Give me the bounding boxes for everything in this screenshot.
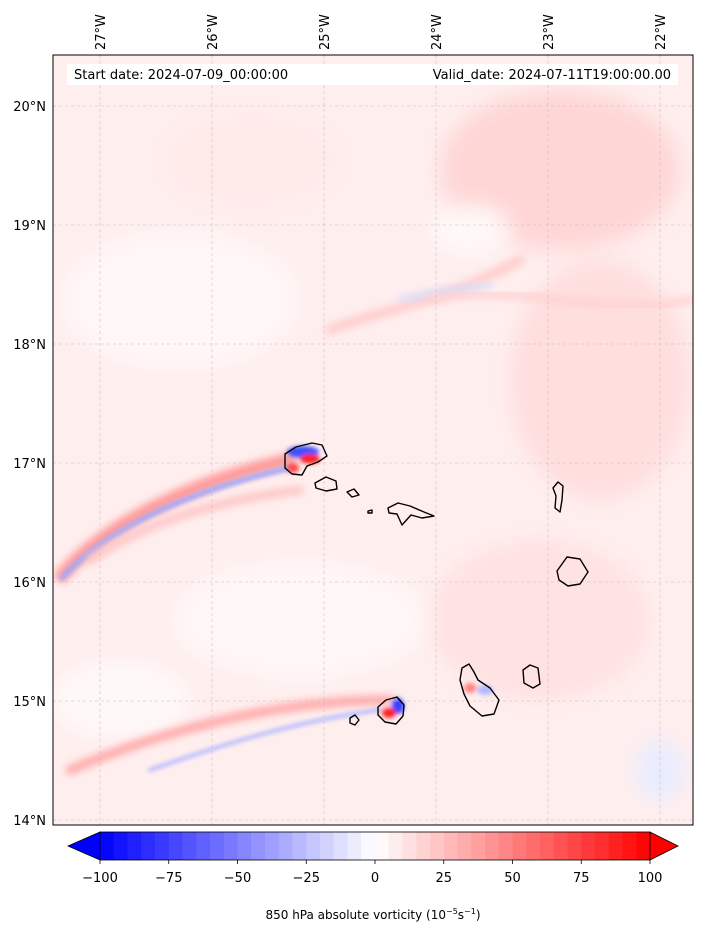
island-santa-luzia bbox=[346, 488, 360, 498]
colorbar-bin bbox=[375, 832, 390, 860]
colorbar-bin bbox=[443, 832, 459, 860]
gridlines bbox=[53, 55, 693, 825]
colorbar-bin bbox=[333, 832, 349, 860]
colorbar-bin bbox=[168, 832, 184, 860]
colorbar-bin bbox=[608, 832, 624, 860]
colorbar-bin bbox=[622, 832, 637, 860]
island-sal bbox=[552, 481, 564, 513]
colorbar-bin bbox=[155, 832, 170, 860]
lat-tick-label: 20°N bbox=[13, 100, 46, 115]
island-boa-vista bbox=[556, 556, 589, 587]
colorbar-bin bbox=[402, 832, 417, 860]
lat-tick-label: 18°N bbox=[13, 338, 46, 353]
island-brava bbox=[349, 714, 360, 726]
latitude-ticks: 20°N 19°N 18°N 17°N 16°N 15°N 14°N bbox=[13, 100, 46, 829]
lon-tick-label: 22°W bbox=[654, 14, 669, 50]
island-dipoles bbox=[287, 446, 493, 718]
colorbar-bin bbox=[416, 832, 431, 860]
colorbar-label: 850 hPa absolute vorticity (10−5s−1) bbox=[265, 907, 480, 922]
colorbar-bin bbox=[485, 832, 500, 860]
colorbar-bin bbox=[457, 832, 472, 860]
date-info-bar: Start date: 2024-07-09_00:00:00 Valid_da… bbox=[67, 64, 678, 85]
colorbar-tick-labels: −100 −75 −50 −25 0 25 50 75 100 bbox=[82, 871, 662, 886]
map-frame bbox=[52, 54, 694, 826]
colorbar-bin bbox=[581, 832, 596, 860]
lat-tick-label: 14°N bbox=[13, 814, 46, 829]
vorticity-field-patches bbox=[53, 90, 690, 800]
colorbar-bin bbox=[540, 832, 555, 860]
colorbar-bin bbox=[595, 832, 610, 860]
lon-tick-label: 26°W bbox=[206, 14, 221, 50]
colorbar-extend-max bbox=[649, 831, 679, 861]
colorbar-bin bbox=[636, 832, 651, 860]
lat-tick-label: 19°N bbox=[13, 219, 46, 234]
island-maio bbox=[522, 664, 541, 689]
colorbar-bin bbox=[347, 832, 362, 860]
colorbar-tick-label: 0 bbox=[371, 871, 379, 886]
lat-tick-label: 16°N bbox=[13, 576, 46, 591]
colorbar-ticks bbox=[99, 860, 651, 864]
colorbar-bin bbox=[265, 832, 280, 860]
colorbar-bin bbox=[306, 832, 321, 860]
coastlines bbox=[284, 442, 589, 726]
colorbar-bins bbox=[100, 832, 651, 860]
colorbar-bin bbox=[100, 832, 115, 860]
colorbar-bin bbox=[278, 832, 294, 860]
colorbar-extend-min bbox=[67, 831, 101, 861]
colorbar-bin bbox=[471, 832, 486, 860]
island-raso bbox=[367, 509, 373, 514]
colorbar-bin bbox=[498, 832, 514, 860]
lat-tick-label: 15°N bbox=[13, 695, 46, 710]
island-sao-nicolau bbox=[387, 502, 435, 526]
colorbar-tick-label: −25 bbox=[293, 871, 320, 886]
map-panel: Start date: 2024-07-09_00:00:00 Valid_da… bbox=[53, 55, 693, 825]
colorbar-bin bbox=[210, 832, 225, 860]
lon-tick-label: 23°W bbox=[542, 14, 557, 50]
colorbar-bin bbox=[223, 832, 239, 860]
colorbar-bin bbox=[526, 832, 541, 860]
colorbar-bin bbox=[567, 832, 582, 860]
island-santo-antao bbox=[284, 442, 328, 476]
colorbar-bin bbox=[430, 832, 445, 860]
colorbar: −100 −75 −50 −25 0 25 50 75 100 850 hPa … bbox=[67, 831, 679, 922]
lon-tick-label: 25°W bbox=[318, 14, 333, 50]
colorbar-bin bbox=[388, 832, 404, 860]
colorbar-tick-label: −75 bbox=[155, 871, 182, 886]
lon-tick-label: 24°W bbox=[430, 14, 445, 50]
island-santiago bbox=[459, 663, 500, 717]
colorbar-tick-label: −50 bbox=[224, 871, 251, 886]
colorbar-tick-label: 50 bbox=[504, 871, 521, 886]
lon-tick-label: 27°W bbox=[94, 14, 109, 50]
colorbar-tick-label: 75 bbox=[573, 871, 590, 886]
island-fogo bbox=[377, 696, 405, 725]
colorbar-bin bbox=[196, 832, 211, 860]
colorbar-tick-label: 25 bbox=[435, 871, 452, 886]
colorbar-bin bbox=[320, 832, 335, 860]
colorbar-bin bbox=[141, 832, 156, 860]
colorbar-tick-label: −100 bbox=[82, 871, 118, 886]
colorbar-bin bbox=[113, 832, 129, 860]
colorbar-bin bbox=[553, 832, 569, 860]
colorbar-bin bbox=[251, 832, 266, 860]
colorbar-bin bbox=[182, 832, 197, 860]
colorbar-bin bbox=[292, 832, 307, 860]
longitude-ticks: 27°W 26°W 25°W 24°W 23°W 22°W bbox=[94, 14, 669, 50]
colorbar-bin bbox=[127, 832, 142, 860]
lat-tick-label: 17°N bbox=[13, 457, 46, 472]
valid-date-label: Valid_date: 2024-07-11T19:00:00.00 bbox=[433, 68, 671, 83]
colorbar-tick-label: 100 bbox=[638, 871, 663, 886]
colorbar-bin bbox=[512, 832, 527, 860]
colorbar-bin bbox=[237, 832, 252, 860]
island-sao-vicente bbox=[314, 476, 338, 492]
start-date-label: Start date: 2024-07-09_00:00:00 bbox=[74, 68, 288, 83]
colorbar-bin bbox=[361, 832, 376, 860]
